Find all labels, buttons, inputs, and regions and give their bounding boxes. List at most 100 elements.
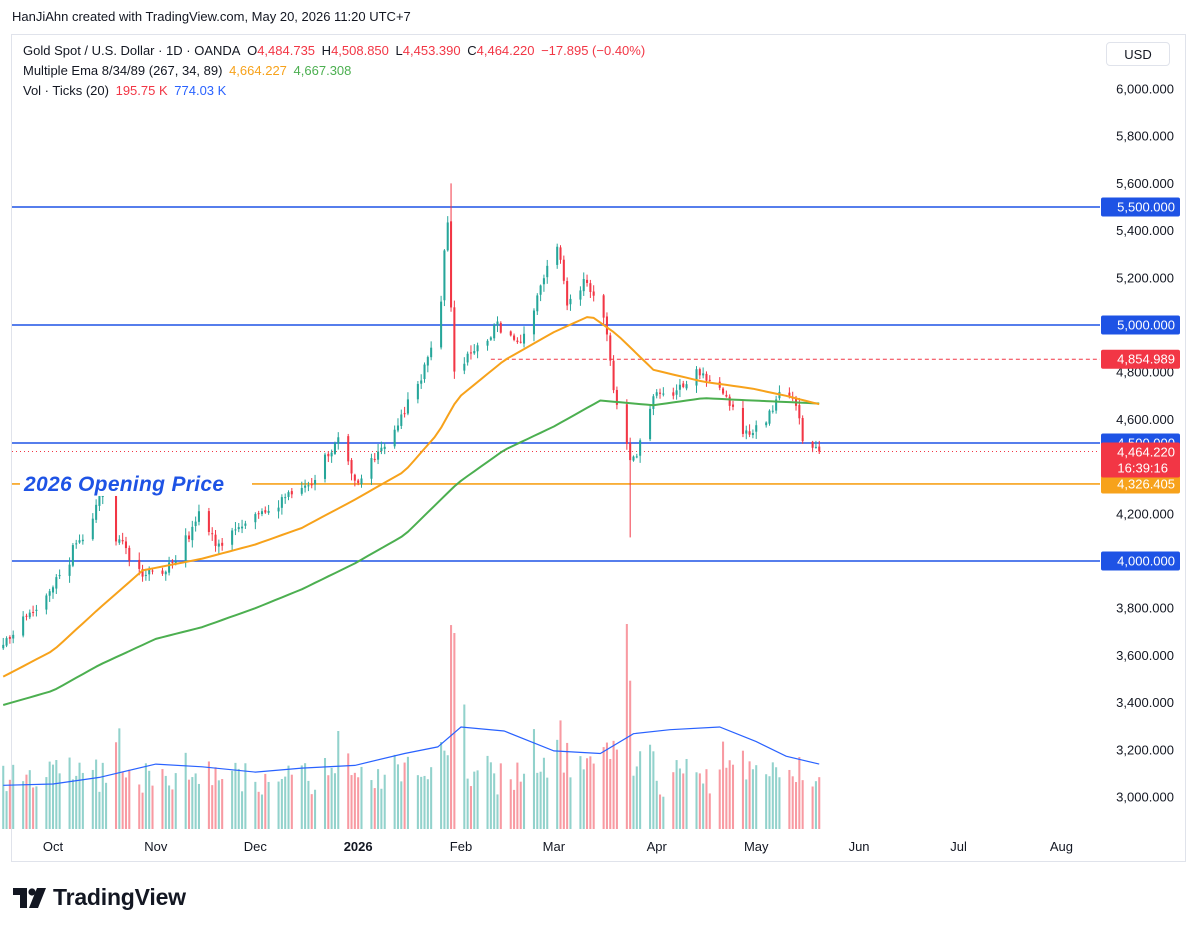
volume-bar <box>672 772 675 829</box>
candle <box>569 294 572 311</box>
price-level-label: 4,326.405 <box>1101 474 1180 494</box>
candle <box>586 274 589 287</box>
volume-bar <box>569 777 572 829</box>
candle <box>751 429 754 439</box>
volume-bar <box>748 761 751 829</box>
volume-bar <box>632 775 635 829</box>
x-tick-label: Nov <box>144 839 168 854</box>
y-tick-label: 5,400.000 <box>1116 223 1174 238</box>
y-tick-label: 5,200.000 <box>1116 270 1174 285</box>
volume-bar <box>639 751 642 829</box>
candle <box>353 473 356 487</box>
candle <box>8 635 11 644</box>
volume-bar <box>473 771 476 829</box>
svg-text:4,000.000: 4,000.000 <box>1117 554 1175 569</box>
volume-bar <box>32 787 35 829</box>
candle <box>144 568 147 581</box>
volume-bar <box>811 786 814 829</box>
volume-bar <box>380 788 383 829</box>
candle <box>307 481 310 492</box>
annotation-opening-price[interactable]: 2026 Opening Price <box>23 473 224 496</box>
y-tick-label: 3,800.000 <box>1116 601 1174 616</box>
volume-bar <box>241 791 244 829</box>
x-tick-label: Aug <box>1050 839 1073 854</box>
volume-bar <box>75 775 78 829</box>
volume-bar <box>95 759 98 829</box>
currency-button[interactable]: USD <box>1106 42 1170 66</box>
volume-bar <box>440 742 443 829</box>
candle <box>406 392 409 416</box>
volume-bar <box>307 780 310 829</box>
candle <box>745 425 748 440</box>
legend-symbol: Gold Spot / U.S. Dollar · 1D · OANDA <box>23 43 241 58</box>
candle <box>25 613 28 621</box>
candle <box>141 564 144 582</box>
candle <box>698 367 701 380</box>
candle <box>337 432 340 450</box>
volume-bar <box>705 769 708 829</box>
volume-bar <box>22 781 25 829</box>
volume-ma-line <box>3 726 820 786</box>
candle <box>566 277 569 311</box>
candle <box>556 243 559 269</box>
candle <box>81 534 84 545</box>
candle <box>496 316 499 333</box>
candle <box>244 520 247 529</box>
volume-bar <box>605 742 608 829</box>
volume-bar <box>592 763 595 829</box>
y-tick-label: 3,600.000 <box>1116 648 1174 663</box>
volume-bar <box>794 782 798 829</box>
candle <box>639 438 642 463</box>
volume-bar <box>71 779 74 829</box>
volume-bar <box>536 772 539 829</box>
volume-bar <box>221 779 224 829</box>
candle <box>330 449 333 463</box>
candle <box>811 440 814 453</box>
candle <box>443 249 446 307</box>
volume-bar <box>234 762 237 829</box>
volume-bar <box>562 772 565 829</box>
candle <box>708 375 711 383</box>
candle <box>589 279 592 298</box>
candle <box>234 522 237 536</box>
candle <box>75 539 78 549</box>
volume-bar <box>290 774 293 829</box>
candle <box>214 529 217 552</box>
volume-bar <box>197 783 200 829</box>
chart-credit: HanJiAhn created with TradingView.com, M… <box>12 9 411 24</box>
volume-bar <box>141 792 144 829</box>
volume-bar <box>264 773 267 829</box>
candle <box>211 527 214 541</box>
legend-change: −17.895 (−0.40%) <box>541 43 646 58</box>
volume-bar <box>509 779 512 829</box>
volume-bar <box>48 761 51 829</box>
legend-high: 4,508.850 <box>331 43 389 58</box>
y-tick-label: 5,800.000 <box>1116 129 1174 144</box>
candle <box>629 437 632 538</box>
price-level-label: 5,500.000 <box>1101 197 1180 217</box>
volume-bar <box>323 758 327 829</box>
volume-bar <box>370 780 373 829</box>
candle <box>45 593 48 615</box>
candle <box>327 451 330 463</box>
candle <box>118 535 121 545</box>
volume-bar <box>174 773 177 829</box>
tradingview-logo[interactable]: TradingView <box>13 884 186 911</box>
candle <box>314 474 317 491</box>
y-tick-label: 3,000.000 <box>1116 790 1174 805</box>
volume-bar <box>516 762 519 829</box>
candle <box>48 588 51 602</box>
candle <box>602 293 605 326</box>
candle <box>592 285 595 302</box>
candle <box>357 478 360 486</box>
volume-bar <box>327 775 330 829</box>
volume-bar <box>420 776 423 829</box>
volume-bar <box>353 772 356 829</box>
x-tick-label: Dec <box>244 839 268 854</box>
volume-bar <box>2 765 5 829</box>
volume-bar <box>217 780 220 829</box>
candle <box>403 406 406 418</box>
volume-bar <box>211 785 214 829</box>
volume-bar <box>284 776 287 829</box>
